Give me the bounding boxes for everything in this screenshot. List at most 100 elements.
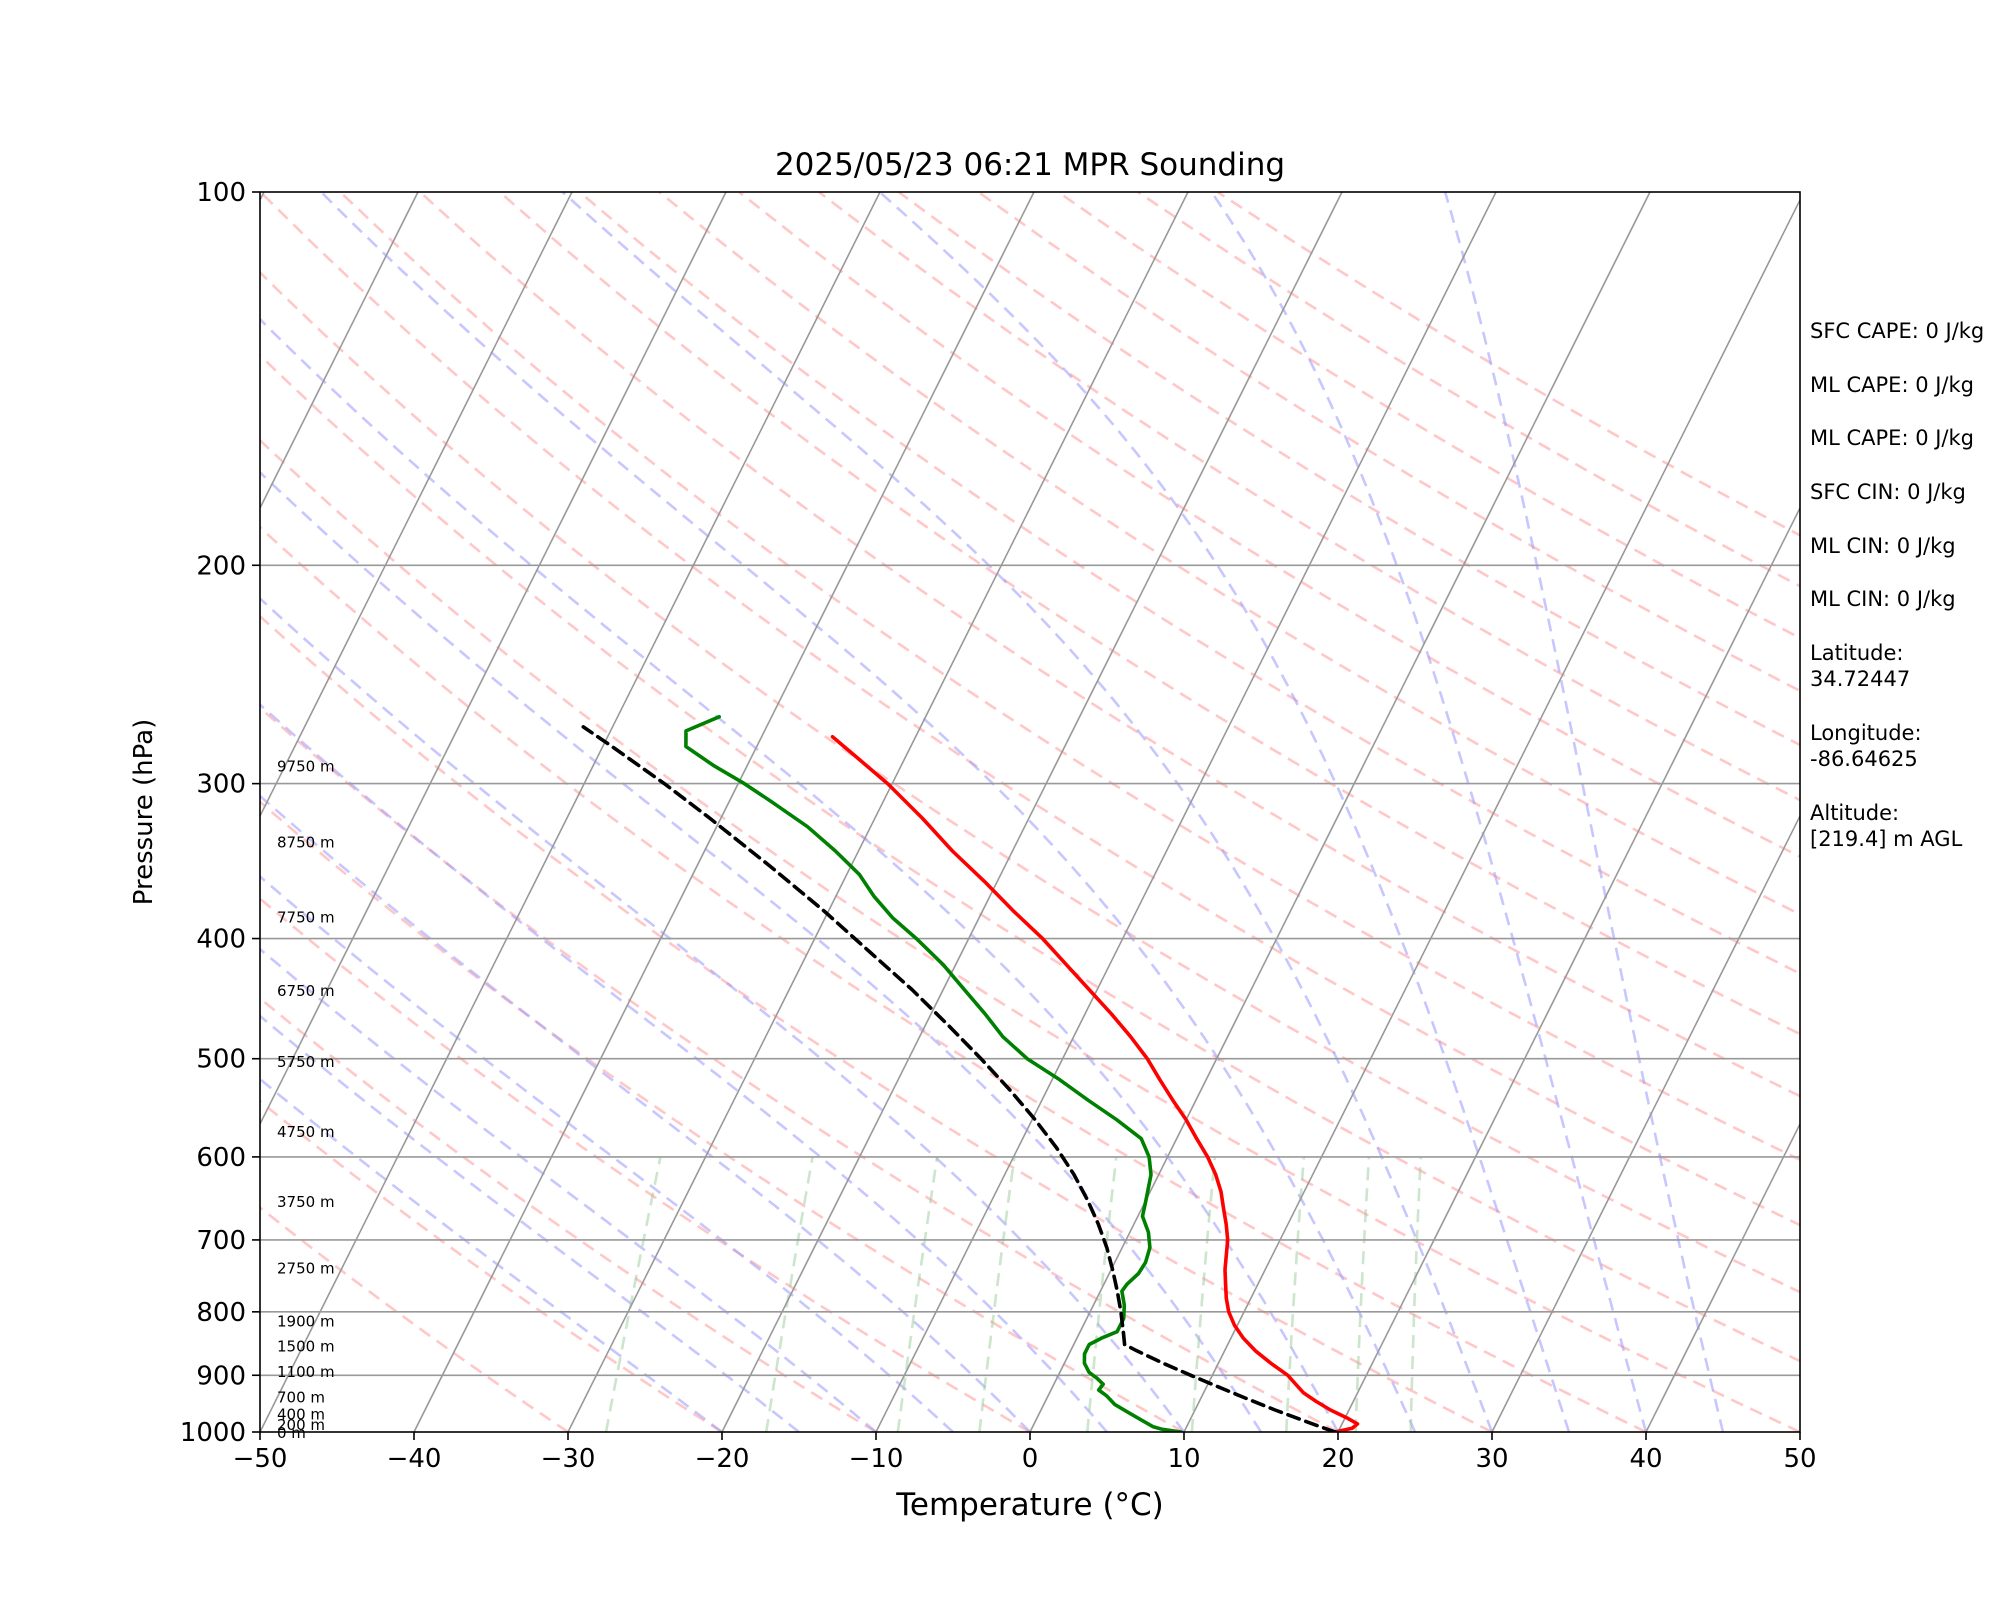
- moist-adiabat: [260, 874, 954, 1432]
- mixing-ratio-line: [1086, 1156, 1118, 1432]
- y-tick-label: 400: [196, 925, 246, 955]
- moist-adiabat: [260, 596, 1186, 1432]
- annotation-line: 34.72447: [1810, 667, 1911, 691]
- height-label: 200 m: [277, 1416, 325, 1434]
- mixing-ratio-line: [1285, 1156, 1306, 1432]
- height-label: 700 m: [277, 1388, 325, 1406]
- dewpoint-profile: [684, 715, 1183, 1432]
- annotation-line: Latitude:: [1810, 641, 1904, 665]
- isotherm: [567, 192, 1189, 1432]
- mixing-ratio-line: [604, 1156, 662, 1432]
- dry-adiabat: [260, 438, 1800, 1432]
- mixing-ratio-line: [764, 1156, 814, 1432]
- dry-adiabat: [897, 192, 1800, 747]
- height-label: 3750 m: [277, 1193, 335, 1211]
- y-axis: 100 200 300 400 500 600 700 800 900 1000: [180, 178, 260, 1448]
- annotation-line: SFC CAPE: 0 J/kg: [1810, 319, 1985, 343]
- height-label: 7750 m: [277, 909, 335, 927]
- dry-adiabat: [260, 525, 1647, 1432]
- moist-adiabat: [260, 317, 1340, 1432]
- dry-adiabat: [260, 614, 1493, 1432]
- moist-adiabat: [1443, 192, 1725, 1432]
- isotherm: [721, 192, 1343, 1432]
- moist-adiabat: [260, 947, 877, 1432]
- moist-adiabat: [1210, 192, 1648, 1432]
- x-tick-label: −20: [695, 1444, 750, 1474]
- y-tick-label: 800: [196, 1298, 246, 1328]
- height-label: 8750 m: [277, 833, 335, 851]
- dry-adiabat: [260, 706, 1339, 1432]
- dry-adiabat: [658, 192, 1800, 916]
- annotation-line: ML CIN: 0 J/kg: [1810, 587, 1956, 611]
- x-axis-label: Temperature (°C): [895, 1487, 1164, 1523]
- x-tick-label: 50: [1783, 1444, 1816, 1474]
- dry-adiabat: [260, 996, 877, 1432]
- isotherm: [413, 192, 1035, 1432]
- height-label: 400 m: [277, 1405, 325, 1423]
- x-tick-label: −40: [387, 1444, 442, 1474]
- isotherm: [260, 192, 881, 1432]
- y-tick-label: 200: [196, 551, 246, 581]
- x-tick-label: 20: [1321, 1444, 1354, 1474]
- height-label: 9750 m: [277, 757, 335, 775]
- moist-adiabat: [320, 192, 1417, 1432]
- x-tick-label: 10: [1167, 1444, 1200, 1474]
- isotherm: [1029, 192, 1651, 1432]
- y-tick-label: 300: [196, 770, 246, 800]
- isotherm: [875, 192, 1497, 1432]
- dry-adiabat: [260, 192, 1800, 1227]
- isotherm: [1491, 814, 1800, 1432]
- annotation-line: ML CIN: 0 J/kg: [1810, 534, 1956, 558]
- x-tick-label: 0: [1022, 1444, 1039, 1474]
- isotherm: [260, 192, 573, 818]
- moist-adiabat: [260, 1014, 800, 1432]
- dry-adiabat: [260, 1099, 723, 1432]
- isotherm: [1337, 506, 1800, 1432]
- plot-frame: [259, 191, 1801, 1433]
- background-lines: [260, 192, 1800, 1432]
- x-tick-label: 30: [1475, 1444, 1508, 1474]
- y-tick-label: 1000: [180, 1418, 246, 1448]
- dry-adiabat: [260, 800, 1185, 1432]
- chart-title: 2025/05/23 06:21 MPR Sounding: [775, 147, 1285, 183]
- dry-adiabat: [977, 192, 1800, 693]
- temperature-profile: [830, 735, 1360, 1432]
- mixing-ratio-line: [1409, 1156, 1423, 1432]
- dry-adiabat: [578, 192, 1800, 975]
- y-tick-label: 600: [196, 1143, 246, 1173]
- moist-adiabat: [260, 702, 1108, 1432]
- dry-adiabat: [260, 896, 1031, 1432]
- moist-adiabat: [561, 192, 1494, 1432]
- mixing-ratio-line: [1190, 1156, 1217, 1432]
- x-tick-label: 40: [1629, 1444, 1662, 1474]
- y-tick-label: 900: [196, 1361, 246, 1391]
- moist-adiabat: [260, 1077, 723, 1432]
- mixing-ratio-line: [1354, 1156, 1371, 1432]
- dry-adiabat: [818, 192, 1800, 802]
- dry-adiabat: [260, 353, 1800, 1363]
- isotherm: [260, 192, 419, 510]
- x-tick-label: −50: [233, 1444, 288, 1474]
- data-lines: [581, 715, 1360, 1432]
- x-tick-label: −10: [849, 1444, 904, 1474]
- annotation-line: Longitude:: [1810, 721, 1922, 745]
- isotherm: [1183, 198, 1800, 1432]
- height-label: 5750 m: [277, 1053, 335, 1071]
- height-label: 0 m: [277, 1424, 306, 1442]
- height-label: 2750 m: [277, 1260, 335, 1278]
- height-label: 4750 m: [277, 1123, 335, 1141]
- moist-adiabat: [878, 192, 1571, 1432]
- annotation-line: [219.4] m AGL: [1810, 827, 1963, 851]
- isotherm: [1645, 1122, 1800, 1432]
- y-tick-label: 700: [196, 1226, 246, 1256]
- annotation-line: -86.64625: [1810, 747, 1918, 771]
- height-label: 1900 m: [277, 1313, 335, 1331]
- annotation-line: SFC CIN: 0 J/kg: [1810, 480, 1966, 504]
- x-tick-label: −30: [541, 1444, 596, 1474]
- isotherm: [260, 192, 727, 1126]
- annotation-line: ML CAPE: 0 J/kg: [1810, 426, 1975, 450]
- mixing-ratio-line: [896, 1156, 939, 1432]
- dry-adiabat: [498, 192, 1800, 1036]
- mixing-ratio-line: [978, 1156, 1016, 1432]
